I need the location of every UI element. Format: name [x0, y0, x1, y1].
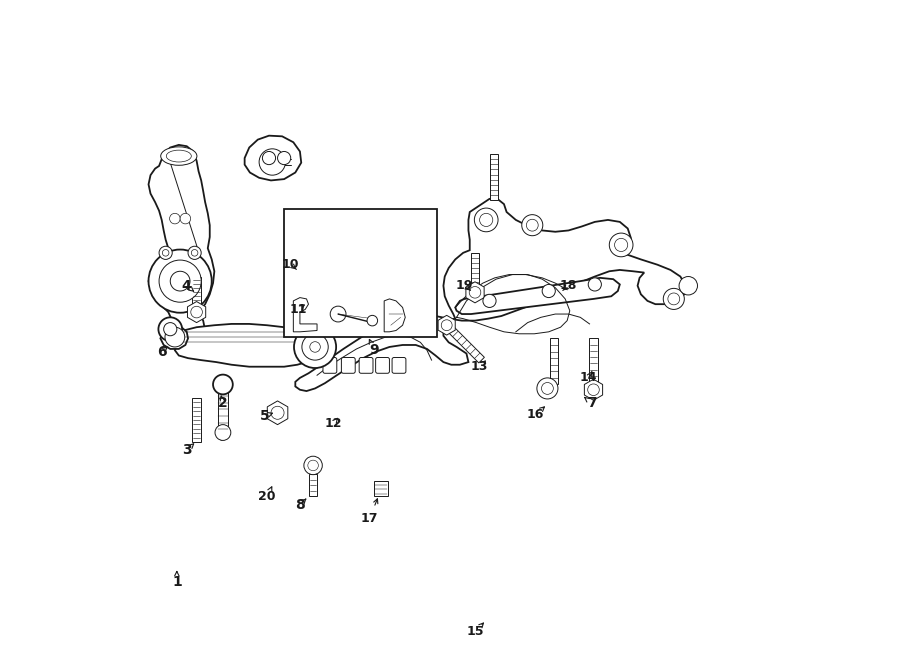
- Text: 16: 16: [526, 408, 544, 421]
- Ellipse shape: [166, 150, 192, 162]
- Circle shape: [158, 317, 182, 341]
- Polygon shape: [584, 379, 603, 401]
- Text: 7: 7: [587, 396, 597, 410]
- FancyBboxPatch shape: [341, 358, 356, 373]
- Polygon shape: [455, 278, 620, 314]
- Bar: [284, 209, 436, 337]
- Circle shape: [609, 233, 633, 256]
- FancyBboxPatch shape: [359, 358, 373, 373]
- Circle shape: [367, 315, 378, 326]
- Polygon shape: [295, 199, 686, 391]
- Circle shape: [330, 306, 346, 322]
- Circle shape: [277, 151, 291, 165]
- Circle shape: [542, 284, 555, 297]
- Circle shape: [589, 278, 601, 291]
- Text: 17: 17: [361, 512, 378, 525]
- Circle shape: [159, 260, 202, 302]
- Text: 6: 6: [157, 344, 166, 358]
- Polygon shape: [384, 299, 405, 332]
- Circle shape: [480, 214, 493, 227]
- Text: 13: 13: [471, 360, 489, 373]
- Circle shape: [213, 375, 233, 395]
- Polygon shape: [490, 154, 499, 200]
- Polygon shape: [148, 145, 214, 345]
- FancyBboxPatch shape: [323, 358, 337, 373]
- Polygon shape: [550, 338, 558, 385]
- Polygon shape: [444, 323, 484, 363]
- Circle shape: [522, 215, 543, 236]
- Text: 3: 3: [182, 444, 192, 457]
- Circle shape: [192, 250, 198, 256]
- Text: 10: 10: [282, 258, 300, 271]
- FancyBboxPatch shape: [375, 358, 390, 373]
- Circle shape: [170, 271, 190, 291]
- Text: 14: 14: [580, 371, 597, 385]
- Circle shape: [526, 219, 538, 231]
- Circle shape: [304, 456, 322, 475]
- Circle shape: [188, 247, 202, 259]
- Polygon shape: [310, 474, 317, 496]
- Circle shape: [259, 149, 285, 175]
- Circle shape: [441, 320, 452, 330]
- Circle shape: [663, 288, 684, 309]
- Text: 19: 19: [455, 279, 473, 292]
- Text: 1: 1: [172, 575, 182, 589]
- Circle shape: [615, 239, 627, 252]
- Circle shape: [180, 214, 191, 224]
- Circle shape: [308, 460, 319, 471]
- Circle shape: [302, 334, 328, 360]
- Polygon shape: [175, 324, 317, 367]
- Circle shape: [162, 250, 169, 256]
- Circle shape: [310, 342, 320, 352]
- Polygon shape: [374, 481, 388, 496]
- Polygon shape: [193, 398, 201, 442]
- Polygon shape: [219, 387, 228, 432]
- Circle shape: [680, 276, 698, 295]
- Polygon shape: [590, 338, 598, 389]
- Circle shape: [263, 151, 275, 165]
- Circle shape: [165, 327, 184, 347]
- Polygon shape: [438, 315, 455, 335]
- Circle shape: [169, 214, 180, 224]
- Polygon shape: [187, 301, 206, 323]
- Circle shape: [537, 378, 558, 399]
- FancyBboxPatch shape: [392, 358, 406, 373]
- Polygon shape: [471, 253, 480, 292]
- Circle shape: [542, 383, 554, 395]
- Polygon shape: [193, 276, 201, 303]
- Text: 4: 4: [182, 279, 192, 293]
- Circle shape: [294, 326, 336, 368]
- Circle shape: [159, 247, 172, 259]
- Circle shape: [469, 286, 481, 298]
- Ellipse shape: [161, 147, 197, 165]
- Polygon shape: [293, 297, 317, 332]
- Circle shape: [588, 384, 599, 395]
- Polygon shape: [466, 282, 484, 303]
- Text: 18: 18: [560, 279, 577, 292]
- Text: 11: 11: [290, 303, 308, 316]
- Circle shape: [474, 208, 498, 232]
- Text: 8: 8: [295, 498, 305, 512]
- Polygon shape: [160, 325, 188, 349]
- Circle shape: [483, 294, 496, 307]
- Circle shape: [164, 323, 176, 336]
- Polygon shape: [267, 401, 288, 424]
- Circle shape: [148, 250, 211, 313]
- Circle shape: [191, 306, 202, 318]
- Text: 9: 9: [370, 343, 379, 357]
- Text: 5: 5: [259, 409, 269, 423]
- Circle shape: [668, 293, 680, 305]
- Text: 2: 2: [218, 396, 228, 410]
- Circle shape: [271, 407, 284, 419]
- Text: 20: 20: [258, 490, 275, 503]
- Polygon shape: [245, 136, 302, 180]
- Circle shape: [215, 424, 230, 440]
- Text: 12: 12: [324, 418, 342, 430]
- Text: 15: 15: [466, 625, 484, 639]
